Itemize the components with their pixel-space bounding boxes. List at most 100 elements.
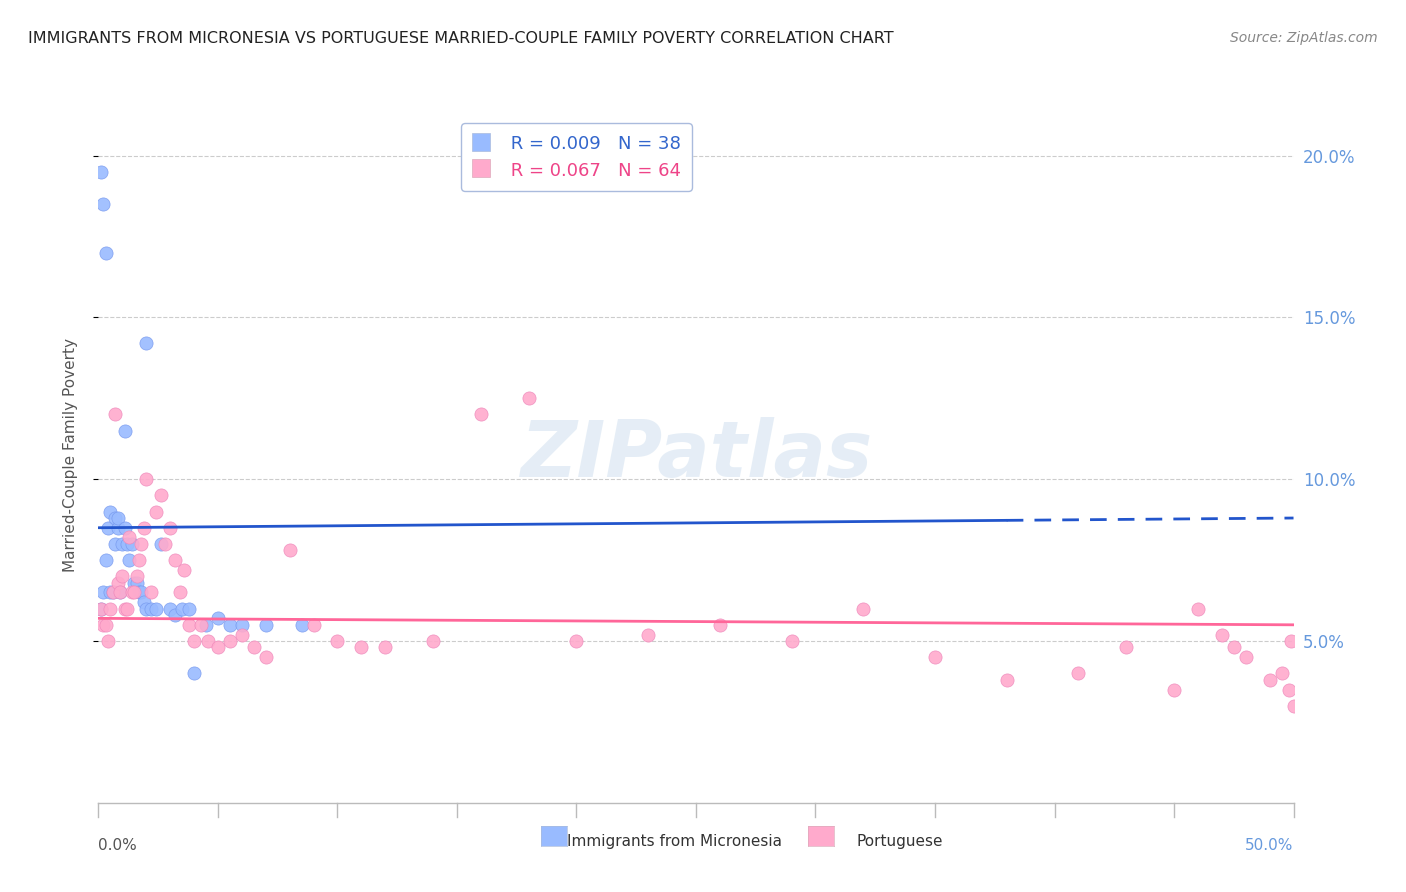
Point	[118, 553, 141, 567]
Point	[91, 197, 114, 211]
Point	[121, 537, 143, 551]
Text: Portuguese: Portuguese	[856, 834, 943, 849]
Point	[139, 601, 162, 615]
Point	[254, 617, 277, 632]
Point	[517, 392, 540, 406]
Point	[173, 563, 195, 577]
Point	[422, 634, 444, 648]
Point	[190, 617, 212, 632]
Point	[101, 585, 124, 599]
Point	[149, 488, 172, 502]
Point	[91, 617, 114, 632]
Point	[374, 640, 396, 655]
Point	[132, 595, 155, 609]
Point	[197, 634, 219, 648]
Point	[132, 521, 155, 535]
Point	[1271, 666, 1294, 681]
Point	[159, 601, 181, 615]
Point	[115, 601, 138, 615]
Point	[131, 537, 153, 551]
Point	[1278, 682, 1301, 697]
Point	[169, 585, 191, 599]
Point	[135, 336, 157, 351]
Point	[1163, 682, 1185, 697]
Point	[243, 640, 266, 655]
Point	[128, 553, 150, 567]
Point	[565, 634, 588, 648]
Point	[97, 521, 120, 535]
Point	[1222, 640, 1246, 655]
Point	[231, 627, 253, 641]
Point	[326, 634, 349, 648]
Point	[194, 617, 218, 632]
Point	[98, 601, 122, 615]
Text: Immigrants from Micronesia: Immigrants from Micronesia	[568, 834, 782, 849]
Point	[94, 617, 117, 632]
Point	[1187, 601, 1209, 615]
Point	[291, 617, 314, 632]
Point	[1234, 650, 1257, 665]
Point	[94, 553, 117, 567]
Point	[124, 585, 146, 599]
Point	[1211, 627, 1233, 641]
Point	[90, 601, 112, 615]
Point	[98, 585, 122, 599]
Point	[207, 640, 229, 655]
Point	[121, 585, 143, 599]
Point	[135, 601, 157, 615]
Point	[163, 553, 186, 567]
Point	[125, 569, 148, 583]
Point	[219, 634, 242, 648]
Point	[118, 531, 141, 545]
Point	[995, 673, 1018, 687]
Point	[179, 617, 201, 632]
Point	[104, 408, 127, 422]
Point	[145, 601, 167, 615]
Point	[159, 521, 181, 535]
Point	[1279, 634, 1302, 648]
Point	[1258, 673, 1281, 687]
Point	[128, 585, 150, 599]
Y-axis label: Married-Couple Family Poverty: Married-Couple Family Poverty	[63, 338, 77, 572]
Point	[114, 601, 136, 615]
Point	[90, 165, 112, 179]
Point	[637, 627, 659, 641]
Point	[149, 537, 172, 551]
Text: Source: ZipAtlas.com: Source: ZipAtlas.com	[1230, 31, 1378, 45]
Point	[114, 521, 136, 535]
Point	[470, 408, 492, 422]
Point	[183, 666, 205, 681]
Point	[94, 245, 117, 260]
Point	[139, 585, 162, 599]
Point	[124, 575, 146, 590]
Point	[135, 472, 157, 486]
Point	[254, 650, 277, 665]
Legend:  R = 0.009   N = 38,  R = 0.067   N = 64: R = 0.009 N = 38, R = 0.067 N = 64	[461, 123, 692, 191]
Point	[278, 543, 301, 558]
Point	[179, 601, 201, 615]
Point	[101, 585, 124, 599]
Point	[111, 569, 134, 583]
Point	[172, 601, 194, 615]
Point	[97, 634, 120, 648]
Point	[107, 575, 129, 590]
Point	[1282, 698, 1305, 713]
Point	[125, 575, 148, 590]
Point	[852, 601, 875, 615]
Point	[302, 617, 325, 632]
Point	[155, 537, 177, 551]
Point	[90, 601, 112, 615]
Point	[131, 585, 153, 599]
Text: ZIPatlas: ZIPatlas	[520, 417, 872, 493]
Point	[115, 537, 138, 551]
Point	[107, 521, 129, 535]
Point	[924, 650, 946, 665]
Point	[1067, 666, 1090, 681]
Point	[91, 585, 114, 599]
Point	[111, 537, 134, 551]
Point	[219, 617, 242, 632]
Point	[780, 634, 803, 648]
Point	[107, 511, 129, 525]
Point	[108, 585, 131, 599]
Point	[163, 608, 186, 623]
